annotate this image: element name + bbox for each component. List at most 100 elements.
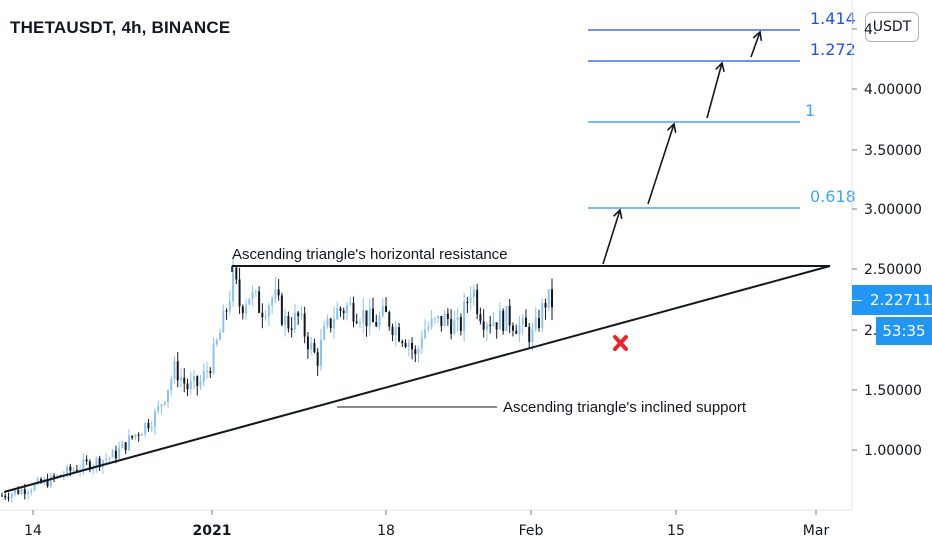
projection-arrow — [647, 123, 675, 205]
candle-body — [258, 291, 261, 313]
candle-body — [326, 318, 329, 326]
candle-body — [1, 495, 3, 497]
candle-body — [173, 361, 176, 380]
candle-body — [176, 361, 179, 381]
candle-body — [85, 459, 88, 462]
candle-body — [196, 376, 199, 386]
candle-body — [450, 318, 453, 334]
candle-body — [114, 450, 117, 459]
candle-body — [267, 305, 270, 317]
candle-body — [215, 340, 218, 345]
candle-body — [485, 324, 488, 330]
candle-body — [349, 302, 352, 305]
candle-body — [511, 325, 514, 331]
candle-body — [150, 426, 153, 429]
projection-arrowhead — [612, 208, 623, 219]
candle-body — [446, 313, 449, 319]
candle-body — [33, 483, 36, 491]
candle-body — [153, 411, 156, 427]
candle-body — [303, 313, 306, 337]
projection-arrowhead — [666, 122, 677, 133]
candle-body — [144, 422, 147, 434]
candle-body — [417, 348, 420, 355]
candle-body — [137, 434, 140, 436]
price-axis-label: 4. — [864, 22, 877, 38]
candle-body — [306, 336, 309, 350]
candle-body — [274, 289, 277, 299]
candle-body — [225, 310, 228, 312]
fib-level-label: 0.618 — [810, 187, 856, 206]
candle-body — [277, 289, 280, 296]
candle-body — [271, 298, 274, 306]
candle-body — [75, 469, 78, 472]
candle-body — [430, 318, 433, 328]
time-axis-label: 2021 — [193, 523, 232, 539]
candle-body — [95, 458, 98, 467]
candle-body — [98, 458, 101, 468]
candle-body — [206, 371, 209, 373]
time-axis-label: 15 — [667, 523, 685, 539]
candle-body — [424, 329, 427, 338]
candle-body — [372, 308, 375, 323]
candle-body — [388, 312, 391, 327]
projection-arrow — [750, 31, 761, 58]
candle-body — [375, 322, 378, 327]
candle-body — [433, 318, 436, 320]
candle-body — [212, 344, 215, 374]
candle-body — [524, 317, 527, 327]
candle-body — [46, 479, 49, 487]
candle-body — [518, 324, 521, 334]
candle-body — [427, 327, 430, 330]
candle-body — [228, 300, 231, 312]
candle-body — [495, 322, 498, 330]
candle-body — [310, 342, 313, 350]
currency-button[interactable]: USDT — [865, 12, 919, 42]
price-axis-label: 4.00000 — [864, 82, 922, 98]
candle-body — [528, 326, 531, 342]
candle-body — [345, 304, 348, 314]
candle-body — [241, 306, 244, 314]
candle-body — [489, 324, 492, 326]
projection-arrowhead — [752, 30, 763, 42]
cross-mark-icon — [613, 335, 628, 351]
candle-body — [339, 308, 342, 311]
candle-body — [420, 337, 423, 349]
candle-body — [505, 306, 508, 332]
projection-arrow — [602, 209, 621, 265]
candle-body — [365, 310, 368, 327]
candle-body — [414, 349, 417, 355]
candle-body — [492, 322, 495, 326]
candle-body — [398, 327, 401, 342]
candle-body — [456, 317, 459, 321]
candle-body — [378, 316, 381, 327]
candle-body — [368, 308, 371, 327]
candle-body — [290, 328, 293, 330]
candle-body — [537, 318, 540, 328]
candle-body — [209, 371, 212, 374]
candle-body — [453, 320, 456, 334]
price-axis-label: 2.50000 — [864, 262, 922, 278]
candle-body — [20, 489, 23, 494]
candle-body — [479, 314, 482, 322]
candle-body — [404, 343, 407, 347]
time-axis: 14 2021 18 Feb 15 Mar — [0, 509, 852, 539]
candle-body — [521, 317, 524, 325]
candle-body — [358, 322, 361, 324]
support-annotation: Ascending triangle's inclined support — [503, 399, 747, 416]
candle-body — [88, 461, 91, 470]
drawings: Ascending triangle's horizontal resistan… — [3, 30, 831, 493]
candle-body — [127, 435, 130, 451]
candle-body — [297, 312, 300, 317]
candle-body — [336, 308, 339, 320]
candle-body — [251, 291, 254, 299]
price-axis-label: 1.00000 — [864, 443, 922, 459]
candle-body — [53, 475, 56, 478]
projection-arrowhead — [715, 61, 725, 72]
support-line — [3, 265, 831, 493]
candle-body — [385, 305, 388, 313]
price-axis-label: 3.50000 — [864, 143, 922, 159]
candle-body — [437, 315, 440, 319]
fib-level-label: 1.272 — [810, 40, 856, 59]
candle-body — [381, 305, 384, 317]
